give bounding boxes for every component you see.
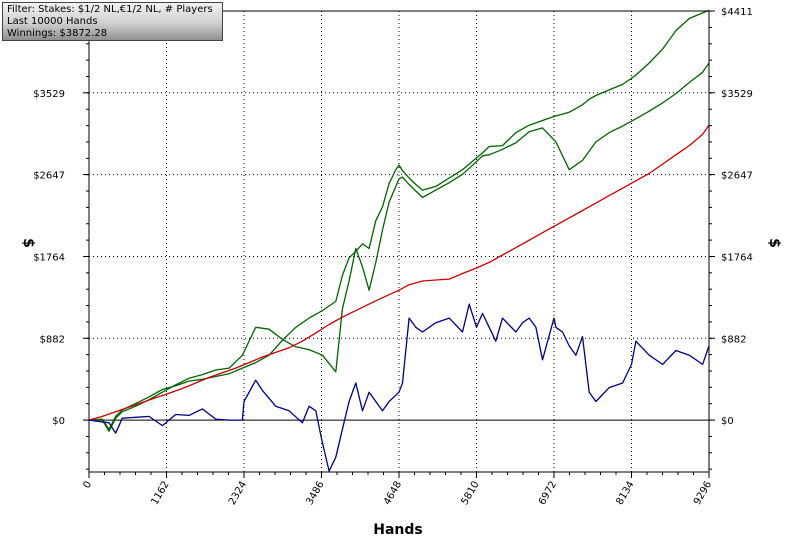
x-tick-label: 0 [81,480,94,491]
series-line-2 [89,62,710,432]
y-tick-label-left: $0 [52,416,65,427]
y-tick-label-right: $3529 [721,89,753,100]
x-tick-label: 8134 [614,480,636,508]
y-tick-label-left: $882 [40,334,65,345]
series-line-3 [88,124,710,421]
x-tick-label: 9296 [692,480,714,508]
x-tick-label: 1162 [149,480,171,508]
filter-winnings-line: Winnings: $3872.28 [7,28,108,39]
filter-info-box: Filter: Stakes: $1/2 NL,€1/2 NL, # Playe… [2,2,223,41]
y-tick-label-left: $2647 [33,171,65,182]
series-layer [88,9,710,472]
y-tick-label-left: $1764 [33,252,65,263]
grid-layer [89,11,709,472]
x-tick-label: 6972 [537,480,559,508]
x-tick-label: 3486 [304,480,326,508]
y-axis-title-right: $ [766,238,782,248]
filter-hands-line: Last 10000 Hands [7,16,98,27]
y-tick-label-right: $4411 [721,7,753,18]
x-tick-label: 5810 [459,480,481,508]
label-layer: 0 1162 2324 3486 4648 5810 6972 8134 9296 $0 $0 $88… [33,7,753,507]
x-axis-title: Hands [373,522,423,538]
y-tick-label-right: $0 [721,416,734,427]
series-line-1 [88,9,710,430]
x-tick-label: 2324 [227,480,249,508]
y-tick-label-right: $2647 [721,171,753,182]
y-tick-label-right: $1764 [721,252,753,263]
x-tick-label: 4648 [382,480,404,508]
filter-stakes-line: Filter: Stakes: $1/2 NL,€1/2 NL, # Playe… [7,4,213,15]
series-line-4 [88,303,710,472]
y-tick-label-right: $882 [721,334,746,345]
y-axis-title-left: $ [20,238,36,248]
y-tick-label-left: $3529 [33,89,65,100]
plot-frame [88,10,710,473]
